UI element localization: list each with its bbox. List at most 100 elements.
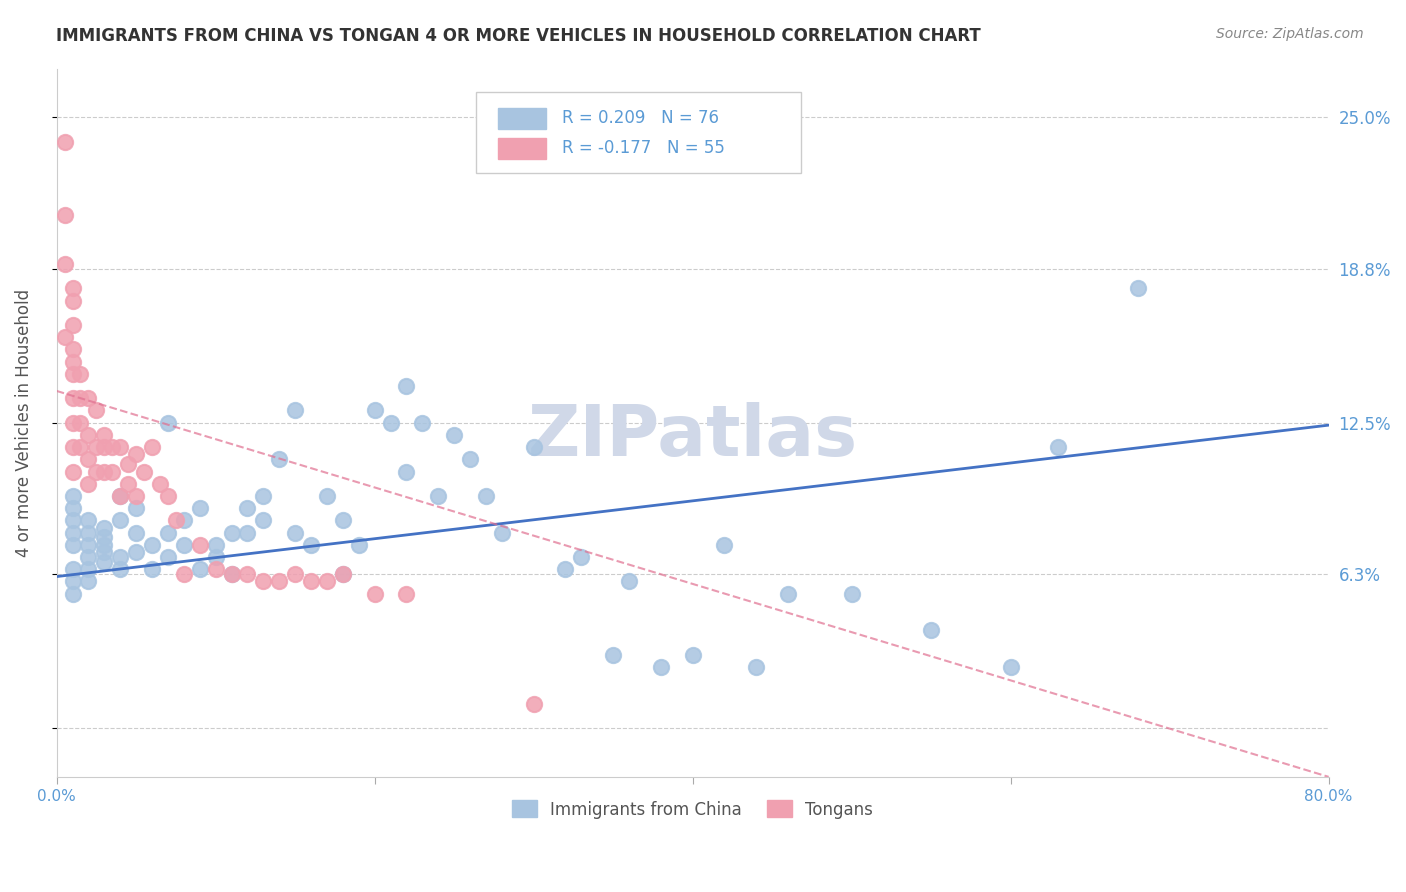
Point [554, 562, 576, 576]
Point [77, 513, 100, 527]
Point [920, 624, 942, 638]
Text: Source: ZipAtlas.com: Source: ZipAtlas.com [1216, 27, 1364, 41]
Point [395, 587, 418, 601]
Point [62, 501, 84, 516]
Point [77, 538, 100, 552]
Point [62, 281, 84, 295]
Point [458, 452, 481, 467]
Point [53, 330, 76, 344]
Point [284, 567, 307, 582]
Point [1126, 281, 1149, 295]
Point [491, 525, 513, 540]
Point [53, 135, 76, 149]
Point [77, 525, 100, 540]
Point [93, 545, 115, 559]
Point [236, 501, 259, 516]
Point [141, 562, 163, 576]
Point [125, 489, 148, 503]
Point [62, 354, 84, 368]
Point [776, 587, 799, 601]
Point [1000, 660, 1022, 674]
Point [86, 403, 108, 417]
Point [204, 549, 226, 564]
Point [93, 521, 115, 535]
Point [77, 549, 100, 564]
Point [236, 567, 259, 582]
Point [188, 562, 211, 576]
Point [62, 562, 84, 576]
Point [332, 567, 354, 582]
Point [93, 531, 115, 545]
FancyBboxPatch shape [498, 108, 547, 129]
Point [188, 501, 211, 516]
Point [125, 545, 148, 559]
Point [204, 538, 226, 552]
Point [110, 513, 132, 527]
Text: R = -0.177   N = 55: R = -0.177 N = 55 [561, 139, 724, 157]
Point [117, 476, 139, 491]
Point [62, 489, 84, 503]
Point [53, 257, 76, 271]
Point [395, 379, 418, 393]
Point [617, 574, 640, 589]
Point [523, 697, 546, 711]
Point [1047, 440, 1070, 454]
Point [682, 648, 704, 662]
Point [93, 555, 115, 569]
Point [110, 489, 132, 503]
Point [69, 391, 91, 405]
Point [475, 489, 498, 503]
Point [173, 513, 195, 527]
Point [363, 587, 385, 601]
Point [86, 465, 108, 479]
Point [149, 476, 172, 491]
Point [117, 457, 139, 471]
Point [284, 403, 307, 417]
Point [745, 660, 768, 674]
Point [173, 567, 195, 582]
Point [93, 440, 115, 454]
Point [165, 513, 187, 527]
Point [77, 452, 100, 467]
Point [110, 489, 132, 503]
Point [569, 549, 592, 564]
Point [62, 513, 84, 527]
Point [841, 587, 863, 601]
Text: R = 0.209   N = 76: R = 0.209 N = 76 [561, 109, 718, 127]
Point [62, 318, 84, 332]
Point [62, 391, 84, 405]
Point [125, 525, 148, 540]
Point [332, 567, 354, 582]
Point [299, 538, 322, 552]
Point [411, 416, 433, 430]
Point [141, 440, 163, 454]
Point [156, 549, 179, 564]
Point [316, 574, 339, 589]
Point [713, 538, 735, 552]
Point [188, 538, 211, 552]
Point [156, 489, 179, 503]
Point [252, 574, 274, 589]
Point [347, 538, 370, 552]
Point [93, 428, 115, 442]
Point [77, 574, 100, 589]
Y-axis label: 4 or more Vehicles in Household: 4 or more Vehicles in Household [15, 289, 32, 557]
Point [316, 489, 339, 503]
Point [110, 440, 132, 454]
Text: ZIPatlas: ZIPatlas [527, 402, 858, 471]
Point [221, 567, 243, 582]
Point [650, 660, 672, 674]
Point [77, 391, 100, 405]
Point [443, 428, 465, 442]
Point [299, 574, 322, 589]
Point [395, 465, 418, 479]
Point [363, 403, 385, 417]
Point [173, 538, 195, 552]
Point [132, 465, 155, 479]
Point [252, 489, 274, 503]
Point [284, 525, 307, 540]
Point [62, 367, 84, 381]
Point [125, 501, 148, 516]
Point [125, 447, 148, 461]
Point [62, 440, 84, 454]
